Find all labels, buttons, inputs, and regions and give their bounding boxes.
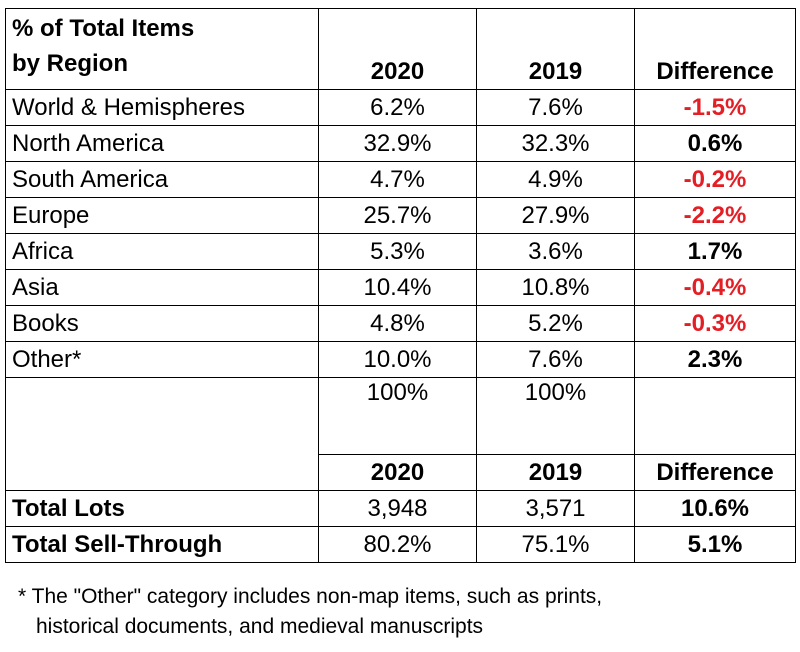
- cell-2020: 32.9%: [319, 126, 477, 162]
- cell-2019: 5.2%: [477, 306, 635, 342]
- cell-difference: 0.6%: [635, 126, 796, 162]
- cell-2019: 32.3%: [477, 126, 635, 162]
- cell-2019: 3.6%: [477, 234, 635, 270]
- cell-difference: -0.3%: [635, 306, 796, 342]
- summary-header-2020: 2020: [319, 455, 477, 491]
- summary-row: Total Sell-Through 80.2% 75.1% 5.1%: [6, 527, 796, 563]
- summary-2019: 75.1%: [477, 527, 635, 563]
- table-row: Other* 10.0% 7.6% 2.3%: [6, 342, 796, 378]
- summary-header-empty: [6, 455, 319, 491]
- region-table: % of Total Items by Region 2020 2019 Diff…: [5, 8, 796, 563]
- row-label: Africa: [6, 234, 319, 270]
- row-label: Asia: [6, 270, 319, 306]
- row-label: Books: [6, 306, 319, 342]
- row-label: World & Hemispheres: [6, 90, 319, 126]
- cell-difference: 2.3%: [635, 342, 796, 378]
- cell-2019: 27.9%: [477, 198, 635, 234]
- footnote: * The "Other" category includes non-map …: [18, 582, 602, 642]
- totals-label-empty: [6, 378, 319, 455]
- title-line-2: by Region: [12, 50, 128, 77]
- cell-difference: -2.2%: [635, 198, 796, 234]
- cell-2019: 10.8%: [477, 270, 635, 306]
- cell-difference: -0.4%: [635, 270, 796, 306]
- row-label: North America: [6, 126, 319, 162]
- row-label: Europe: [6, 198, 319, 234]
- summary-difference: 5.1%: [635, 527, 796, 563]
- cell-difference: 1.7%: [635, 234, 796, 270]
- total-2020: 100%: [319, 378, 477, 455]
- cell-2020: 10.4%: [319, 270, 477, 306]
- header-2020: 2020: [319, 9, 477, 90]
- footnote-line-2: historical documents, and medieval manus…: [18, 612, 602, 642]
- title-line-1: % of Total Items: [12, 15, 194, 42]
- summary-label: Total Lots: [6, 491, 319, 527]
- header-2019: 2019: [477, 9, 635, 90]
- cell-2020: 5.3%: [319, 234, 477, 270]
- summary-2019: 3,571: [477, 491, 635, 527]
- cell-2020: 10.0%: [319, 342, 477, 378]
- cell-2020: 4.8%: [319, 306, 477, 342]
- cell-2019: 4.9%: [477, 162, 635, 198]
- summary-difference: 10.6%: [635, 491, 796, 527]
- row-label: Other*: [6, 342, 319, 378]
- table-row: North America 32.9% 32.3% 0.6%: [6, 126, 796, 162]
- table-row: Europe 25.7% 27.9% -2.2%: [6, 198, 796, 234]
- table-row: Books 4.8% 5.2% -0.3%: [6, 306, 796, 342]
- cell-difference: -1.5%: [635, 90, 796, 126]
- header-row: % of Total Items by Region 2020 2019 Diff…: [6, 9, 796, 90]
- summary-header-row: 2020 2019 Difference: [6, 455, 796, 491]
- table-row: World & Hemispheres 6.2% 7.6% -1.5%: [6, 90, 796, 126]
- totals-row: 100% 100%: [6, 378, 796, 455]
- summary-label: Total Sell-Through: [6, 527, 319, 563]
- row-label: South America: [6, 162, 319, 198]
- table-row: Africa 5.3% 3.6% 1.7%: [6, 234, 796, 270]
- table-row: Asia 10.4% 10.8% -0.4%: [6, 270, 796, 306]
- footnote-line-1: * The "Other" category includes non-map …: [18, 582, 602, 612]
- cell-difference: -0.2%: [635, 162, 796, 198]
- header-difference: Difference: [635, 9, 796, 90]
- summary-2020: 80.2%: [319, 527, 477, 563]
- table-row: South America 4.7% 4.9% -0.2%: [6, 162, 796, 198]
- total-2019: 100%: [477, 378, 635, 455]
- cell-2020: 25.7%: [319, 198, 477, 234]
- cell-2020: 4.7%: [319, 162, 477, 198]
- cell-2019: 7.6%: [477, 90, 635, 126]
- cell-2020: 6.2%: [319, 90, 477, 126]
- summary-row: Total Lots 3,948 3,571 10.6%: [6, 491, 796, 527]
- summary-header-2019: 2019: [477, 455, 635, 491]
- table-title: % of Total Items by Region: [6, 9, 319, 90]
- total-difference-empty: [635, 378, 796, 455]
- cell-2019: 7.6%: [477, 342, 635, 378]
- summary-2020: 3,948: [319, 491, 477, 527]
- summary-header-difference: Difference: [635, 455, 796, 491]
